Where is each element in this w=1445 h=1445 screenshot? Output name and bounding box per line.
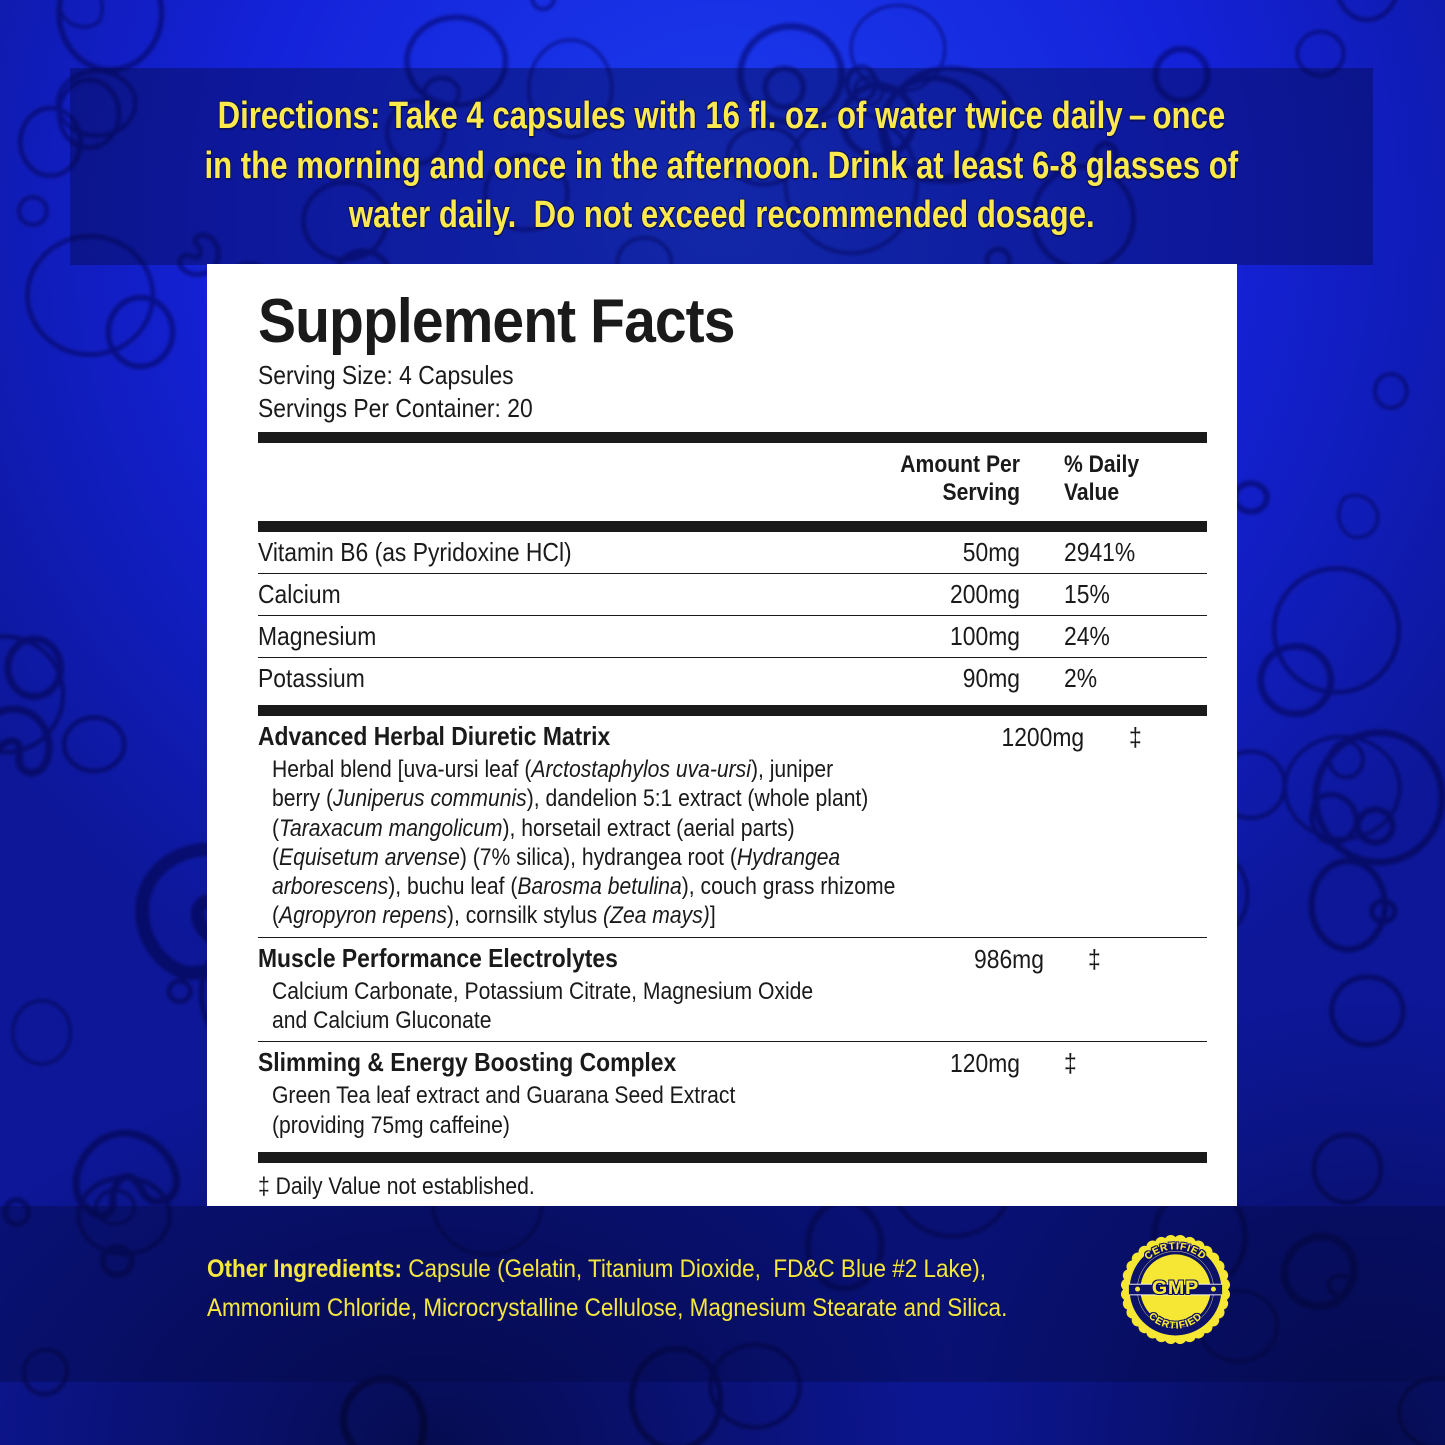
svg-text:GMP: GMP (1152, 1277, 1199, 1299)
